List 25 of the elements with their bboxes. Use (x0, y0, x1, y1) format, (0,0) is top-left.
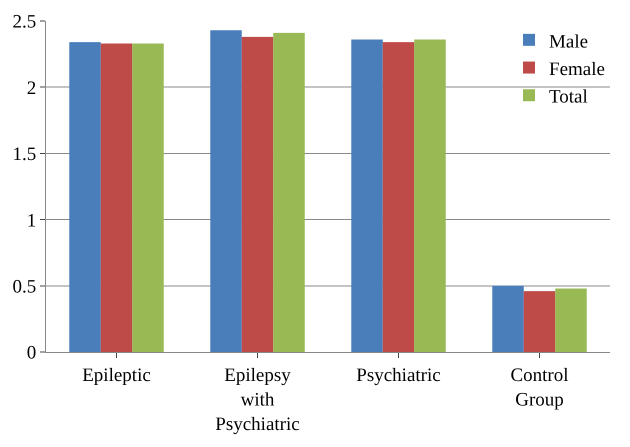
legend-label: Male (549, 31, 588, 52)
bar (100, 44, 132, 352)
y-tick-label: 1 (26, 210, 36, 232)
bar (555, 288, 587, 352)
legend-label: Female (549, 58, 605, 80)
legend-label: Total (549, 86, 588, 108)
x-tick-label: Epilepsy with Psychiatric (215, 364, 300, 436)
bar (69, 42, 101, 352)
bar (382, 42, 414, 352)
x-tick-label: Epileptic (82, 364, 151, 386)
x-tick-label: Psychiatric (356, 364, 441, 386)
bar (210, 30, 242, 352)
bar (492, 286, 524, 352)
y-tick-label: 0 (26, 342, 36, 364)
bar (524, 291, 556, 352)
y-tick-label: 1.5 (12, 144, 36, 166)
bar (414, 40, 446, 352)
bar (132, 44, 164, 352)
bar (242, 36, 274, 352)
y-tick-label: 2 (26, 78, 36, 99)
y-tick-label: 0.5 (12, 276, 36, 298)
y-tick-label: 2.5 (12, 12, 36, 33)
bar (273, 32, 305, 352)
bar (351, 40, 383, 352)
x-tick-label: Control Group (510, 364, 569, 410)
